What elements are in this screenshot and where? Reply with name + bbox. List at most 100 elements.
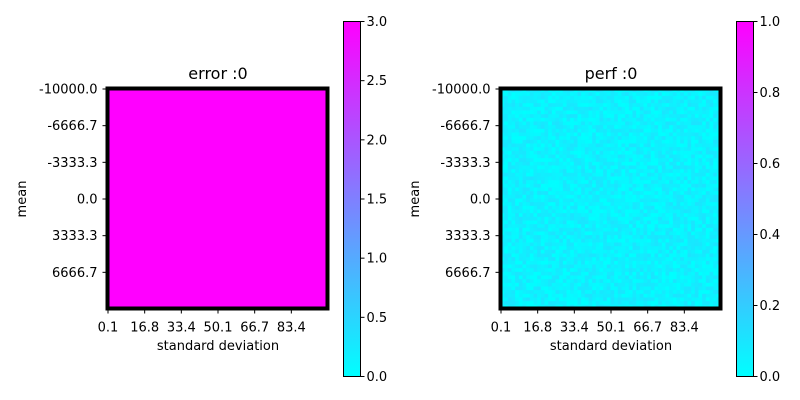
error-heatmap-cell: [155, 147, 160, 152]
error-heatmap-cell: [283, 213, 288, 218]
error-heatmap-cell: [136, 154, 141, 159]
error-heatmap-cell: [169, 220, 174, 225]
error-heatmap-cell: [155, 249, 160, 254]
error-heatmap-cell: [257, 191, 262, 196]
perf-heatmap-cell: [691, 110, 696, 115]
error-heatmap-cell: [191, 202, 196, 207]
perf-heatmap-cell: [691, 99, 696, 104]
perf-heatmap-cell: [636, 106, 641, 111]
error-heatmap-cell: [166, 279, 171, 284]
error-heatmap-cell: [276, 95, 281, 100]
error-heatmap-cell: [155, 279, 160, 284]
perf-heatmap-cell: [511, 92, 516, 97]
error-heatmap-cell: [265, 88, 270, 93]
error-heatmap-cell: [301, 227, 306, 232]
error-heatmap-cell: [129, 169, 134, 174]
error-heatmap-cell: [188, 143, 193, 148]
error-heatmap-cell: [158, 194, 163, 199]
error-heatmap-cell: [151, 106, 156, 111]
error-heatmap-cell: [217, 224, 222, 229]
error-heatmap-cell: [195, 216, 200, 221]
error-heatmap-cell: [305, 136, 310, 141]
error-heatmap-cell: [180, 136, 185, 141]
error-heatmap-cell: [254, 99, 259, 104]
error-heatmap-cell: [151, 205, 156, 210]
perf-heatmap-cell: [603, 95, 608, 100]
error-heatmap-cell: [210, 125, 215, 130]
error-heatmap-cell: [224, 260, 229, 265]
error-heatmap-cell: [217, 99, 222, 104]
perf-heatmap-cell: [555, 139, 560, 144]
error-heatmap-cell: [287, 128, 292, 133]
error-heatmap-cell: [151, 121, 156, 126]
error-heatmap-cell: [122, 290, 127, 295]
error-y-tick-label: -6666.7: [47, 119, 97, 134]
error-heatmap-cell: [294, 154, 299, 159]
error-heatmap-cell: [191, 220, 196, 225]
perf-heatmap-cell: [599, 139, 604, 144]
error-heatmap-cell: [114, 220, 119, 225]
perf-heatmap-cell: [511, 132, 516, 137]
error-heatmap-cell: [180, 286, 185, 291]
error-heatmap-cell: [316, 88, 321, 93]
perf-heatmap-cell: [599, 121, 604, 126]
error-heatmap-cell: [221, 268, 226, 273]
error-heatmap-cell: [195, 99, 200, 104]
error-heatmap-cell: [283, 147, 288, 152]
perf-heatmap-cell: [595, 150, 600, 155]
error-heatmap-cell: [320, 194, 325, 199]
perf-heatmap-cell: [661, 161, 666, 166]
error-heatmap-cell: [133, 194, 138, 199]
error-heatmap-cell: [166, 158, 171, 163]
error-heatmap-cell: [232, 279, 237, 284]
error-heatmap-cell: [107, 187, 112, 192]
perf-heatmap-cell: [555, 103, 560, 108]
error-heatmap-cell: [114, 92, 119, 97]
error-heatmap-cell: [140, 128, 145, 133]
perf-heatmap-cell: [595, 147, 600, 152]
error-heatmap-cell: [320, 213, 325, 218]
error-heatmap-cell: [250, 202, 255, 207]
error-heatmap-cell: [184, 209, 189, 214]
error-heatmap-cell: [122, 213, 127, 218]
perf-heatmap-cell: [529, 161, 534, 166]
perf-heatmap-cell: [518, 128, 523, 133]
error-heatmap-cell: [213, 106, 218, 111]
error-heatmap-cell: [147, 132, 152, 137]
error-heatmap-cell: [232, 161, 237, 166]
error-heatmap-cell: [301, 106, 306, 111]
error-heatmap-cell: [221, 180, 226, 185]
perf-heatmap-cell: [526, 161, 531, 166]
error-heatmap-cell: [272, 198, 277, 203]
error-heatmap-cell: [206, 198, 211, 203]
error-heatmap-cell: [287, 125, 292, 130]
error-heatmap-cell: [287, 209, 292, 214]
error-heatmap-cell: [202, 121, 207, 126]
perf-heatmap-cell: [621, 158, 626, 163]
error-heatmap-cell: [279, 224, 284, 229]
error-heatmap-cell: [279, 128, 284, 133]
perf-heatmap-cell: [654, 136, 659, 141]
error-heatmap-cell: [298, 202, 303, 207]
error-heatmap-cell: [191, 279, 196, 284]
perf-heatmap-cell: [603, 125, 608, 130]
error-heatmap-cell: [133, 238, 138, 243]
error-heatmap-cell: [309, 180, 314, 185]
error-heatmap-cell: [224, 95, 229, 100]
perf-heatmap-cell: [529, 136, 534, 141]
error-heatmap-cell: [114, 297, 119, 302]
error-heatmap-cell: [136, 249, 141, 254]
error-heatmap-cell: [166, 132, 171, 137]
error-heatmap-cell: [320, 128, 325, 133]
perf-heatmap-cell: [537, 106, 542, 111]
error-heatmap-cell: [129, 125, 134, 130]
error-heatmap-cell: [294, 275, 299, 280]
error-heatmap-cell: [155, 165, 160, 170]
perf-heatmap-cell: [526, 121, 531, 126]
error-heatmap-cell: [309, 290, 314, 295]
perf-heatmap-cell: [533, 154, 538, 159]
error-heatmap-cell: [298, 216, 303, 221]
error-heatmap-cell: [279, 114, 284, 119]
error-heatmap-cell: [246, 161, 251, 166]
perf-heatmap-cell: [577, 169, 582, 174]
